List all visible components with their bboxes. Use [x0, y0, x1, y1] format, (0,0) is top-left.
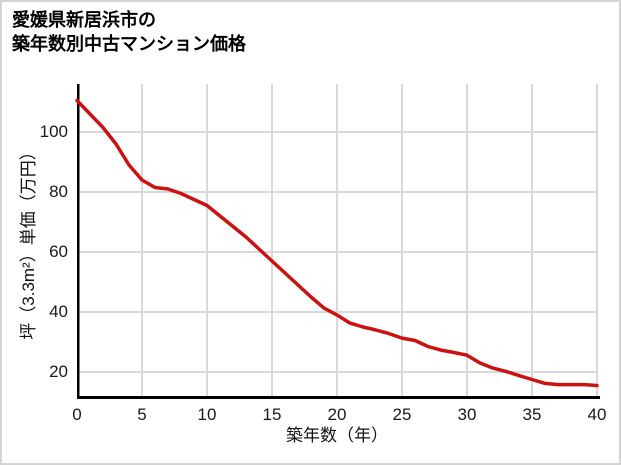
x-tick-label-25: 25 — [392, 405, 412, 424]
x-tick-label-30: 30 — [457, 405, 477, 424]
x-tick-label-40: 40 — [587, 405, 607, 424]
y-axis-title: 坪（3.3m²）単価（万円） — [19, 143, 38, 340]
x-axis-title: 築年数（年） — [286, 426, 388, 445]
x-tick-label-35: 35 — [522, 405, 542, 424]
y-tick-label-60: 60 — [49, 242, 68, 261]
chart-title: 愛媛県新居浜市の築年数別中古マンション価格 — [12, 8, 246, 56]
x-tick-label-20: 20 — [327, 405, 347, 424]
price-line — [75, 98, 599, 388]
y-tick-label-40: 40 — [49, 302, 68, 321]
chart-title-line1: 愛媛県新居浜市の — [12, 10, 156, 30]
y-tick-label-80: 80 — [49, 182, 68, 201]
x-tick-label-15: 15 — [262, 405, 282, 424]
y-tick-label-100: 100 — [39, 122, 68, 141]
x-tick-label-0: 0 — [72, 405, 82, 424]
plot-svg — [75, 84, 600, 399]
x-tick-label-10: 10 — [197, 405, 217, 424]
y-tick-label-20: 20 — [49, 362, 68, 381]
x-tick-label-5: 5 — [137, 405, 147, 424]
chart-title-line2: 築年数別中古マンション価格 — [12, 34, 246, 54]
